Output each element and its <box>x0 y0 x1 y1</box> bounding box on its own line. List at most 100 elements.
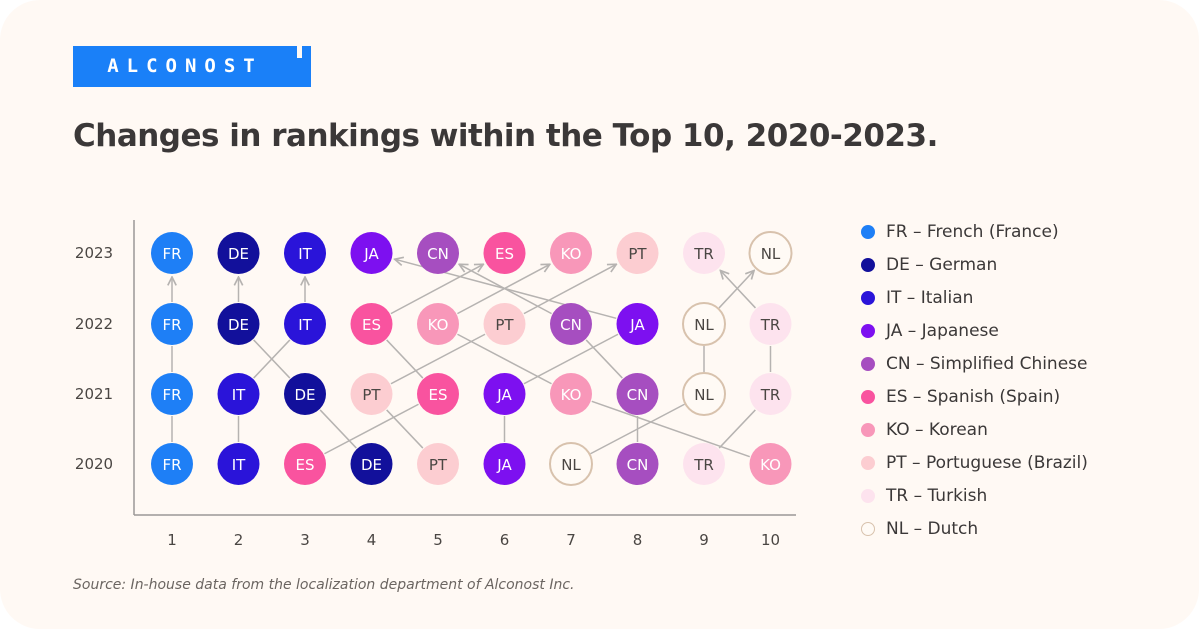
legend-swatch-pt <box>861 456 875 470</box>
bubble-label-JA-2021: JA <box>496 386 512 404</box>
legend-item-pt: PT – Portuguese (Brazil) <box>860 451 1190 484</box>
bubble-label-FR-2023: FR <box>162 245 181 263</box>
bubble-label-IT-2020: IT <box>232 456 246 474</box>
connector-KO-2021-2022 <box>457 333 552 385</box>
bubble-label-JA-2022: JA <box>629 316 645 334</box>
bubble-IT-2021 <box>217 373 260 415</box>
chart-title: Changes in rankings within the Top 10, 2… <box>73 118 938 154</box>
bubble-TR-2020 <box>683 443 725 485</box>
logo-step-tip <box>302 46 311 58</box>
connector-PT-2020-2021 <box>386 409 424 449</box>
legend-label: KO – Korean <box>886 420 988 440</box>
legend-swatch-ko <box>861 423 875 437</box>
connector-PT-2022-2023 <box>523 264 616 315</box>
bubble-label-FR-2021: FR <box>162 386 181 404</box>
x-tick-label-3: 3 <box>300 531 310 549</box>
legend-label: CN – Simplified Chinese <box>886 354 1088 374</box>
connector-DE-2021-2022 <box>253 339 291 379</box>
connector-ES-2022-2023 <box>390 264 483 315</box>
bubble-label-DE-2020: DE <box>361 456 382 474</box>
bubble-label-CN-2021: CN <box>627 386 649 404</box>
bubble-label-JA-2020: JA <box>496 456 512 474</box>
legend-label: NL – Dutch <box>886 519 979 539</box>
bubble-label-NL-2020: NL <box>561 456 581 474</box>
connector-JA-2021-2022 <box>523 333 619 385</box>
legend-item-it: IT – Italian <box>860 286 1190 319</box>
bubble-NL-2023 <box>748 231 793 275</box>
bubble-label-ES-2023: ES <box>495 245 514 263</box>
bubble-FR-2023 <box>151 232 193 274</box>
bubble-DE-2023 <box>217 232 260 274</box>
bubble-label-TR-2022: TR <box>760 316 781 334</box>
bubble-label-CN-2023: CN <box>427 245 449 263</box>
bubble-KO-2020 <box>749 443 792 485</box>
bubble-label-NL-2021: NL <box>694 386 714 404</box>
bubble-label-PT-2021: PT <box>362 386 381 404</box>
connector-CN-2021-2022 <box>585 339 623 379</box>
bubble-TR-2023 <box>683 232 725 274</box>
bubble-JA-2022 <box>616 303 659 345</box>
legend-label: DE – German <box>886 255 998 275</box>
bubble-DE-2022 <box>217 303 260 345</box>
bubble-IT-2020 <box>217 443 260 485</box>
legend-label: JA – Japanese <box>886 321 999 341</box>
bubble-KO-2022 <box>417 303 459 345</box>
legend-item-de: DE – German <box>860 253 1190 286</box>
legend-swatch-ja <box>861 324 875 338</box>
bubble-label-TR-2023: TR <box>693 245 714 263</box>
connector-TR-2022-2023 <box>720 271 757 309</box>
bubble-PT-2020 <box>417 443 459 485</box>
bubble-DE-2021 <box>284 373 326 415</box>
source-note: Source: In-house data from the localizat… <box>73 577 575 593</box>
x-tick-label-7: 7 <box>566 531 576 549</box>
legend: FR – French (France) DE – German IT – Ital… <box>860 220 1190 550</box>
connector-NL-2022-2023 <box>718 271 754 309</box>
legend-item-ja: JA – Japanese <box>860 319 1190 352</box>
bubble-label-JA-2023: JA <box>363 245 379 263</box>
bubble-TR-2021 <box>749 373 792 415</box>
bubble-label-DE-2023: DE <box>228 245 249 263</box>
bubble-PT-2021 <box>350 373 393 415</box>
logo-step-shape <box>297 58 311 87</box>
y-tick-label-2020: 2020 <box>75 455 113 473</box>
legend-label: PT – Portuguese (Brazil) <box>886 453 1088 473</box>
y-tick-label-2022: 2022 <box>75 315 113 333</box>
legend-item-cn: CN – Simplified Chinese <box>860 352 1190 385</box>
bubble-NL-2021 <box>682 372 726 416</box>
y-tick-label-2021: 2021 <box>75 385 113 403</box>
bubble-label-KO-2023: KO <box>561 245 582 263</box>
bubble-ES-2020 <box>284 443 326 485</box>
x-tick-label-2: 2 <box>234 531 244 549</box>
bubble-label-DE-2022: DE <box>228 316 249 334</box>
y-tick-label-2023: 2023 <box>75 244 113 262</box>
legend-item-fr: FR – French (France) <box>860 220 1190 253</box>
legend-swatch-es <box>861 390 875 404</box>
bubble-label-ES-2020: ES <box>296 456 315 474</box>
bubble-label-FR-2022: FR <box>162 316 181 334</box>
bubble-label-KO-2020: KO <box>760 456 781 474</box>
bubble-label-NL-2022: NL <box>694 316 714 334</box>
bubble-PT-2022 <box>483 303 526 345</box>
connector-DE-2020-2021 <box>319 409 357 449</box>
bubble-label-IT-2022: IT <box>298 316 312 334</box>
x-tick-label-6: 6 <box>500 531 510 549</box>
bubble-KO-2021 <box>550 373 592 415</box>
bubble-label-PT-2020: PT <box>429 456 448 474</box>
bubble-PT-2023 <box>616 232 659 274</box>
x-tick-label-1: 1 <box>167 531 177 549</box>
bubble-FR-2021 <box>151 373 193 415</box>
legend-label: TR – Turkish <box>886 486 988 506</box>
bubble-CN-2020 <box>616 443 659 485</box>
bubble-label-CN-2022: CN <box>560 316 582 334</box>
bubble-label-ES-2022: ES <box>362 316 381 334</box>
bubble-label-IT-2021: IT <box>232 386 246 404</box>
x-tick-label-10: 10 <box>761 531 780 549</box>
bubble-ES-2022 <box>350 303 393 345</box>
bubble-CN-2021 <box>616 373 659 415</box>
logo-text: ALCONOST <box>107 55 263 77</box>
bubble-IT-2022 <box>284 303 326 345</box>
bubble-label-CN-2020: CN <box>627 456 649 474</box>
bubble-label-PT-2022: PT <box>495 316 514 334</box>
